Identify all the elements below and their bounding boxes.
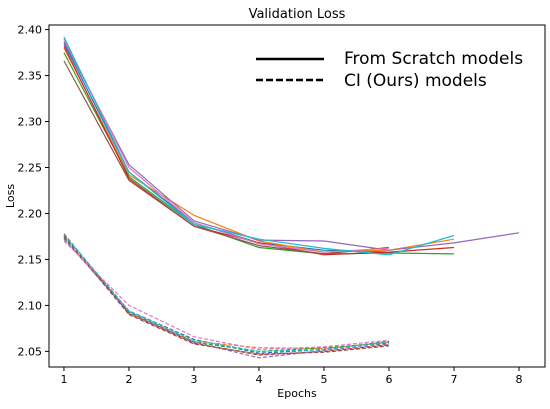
x-tick-label: 2 [125, 373, 132, 386]
series-line-dashed-14 [63, 240, 390, 351]
x-tick-label: 7 [450, 373, 457, 386]
x-tick-label: 5 [320, 373, 327, 386]
y-tick-label: 2.05 [18, 345, 43, 358]
y-tick-label: 2.15 [18, 253, 43, 266]
series-line-solid-2 [63, 52, 455, 255]
chart-title: Validation Loss [249, 7, 346, 22]
x-tick-label: 3 [190, 373, 197, 386]
x-tick-label: 6 [385, 373, 392, 386]
series-line-dashed-12 [63, 238, 390, 359]
series-line-solid-6 [63, 38, 390, 253]
x-axis-label: Epochs [277, 387, 317, 400]
series-line-solid-3 [63, 45, 455, 256]
plot-frame [48, 24, 546, 368]
series-layer [63, 36, 520, 359]
legend: From Scratch models CI (Ours) models [256, 49, 523, 91]
y-tick-label: 2.40 [18, 24, 43, 37]
x-tick-label: 1 [60, 373, 67, 386]
series-line-solid-7 [63, 36, 455, 256]
x-tick-label: 4 [255, 373, 262, 386]
y-tick-label: 2.35 [18, 70, 43, 83]
y-axis-label: Loss [4, 184, 17, 208]
series-line-dashed-15 [63, 234, 390, 352]
series-line-dashed-13 [63, 236, 390, 355]
series-line-solid-0 [63, 43, 390, 253]
legend-label-ci-ours: CI (Ours) models [344, 71, 487, 91]
legend-label-from-scratch: From Scratch models [344, 49, 523, 69]
series-line-dashed-10 [63, 237, 390, 352]
series-line-solid-4 [63, 41, 520, 251]
y-tick-label: 2.10 [18, 299, 43, 312]
y-tick-label: 2.20 [18, 207, 43, 220]
ticks-layer: 1 2 3 4 5 6 7 8 2.05 2.10 2.15 2.20 2.25 2.30 2.35 2.40 [18, 24, 523, 386]
series-line-solid-5 [63, 60, 390, 255]
y-tick-label: 2.30 [18, 116, 43, 129]
y-tick-label: 2.25 [18, 162, 43, 175]
x-tick-label: 8 [515, 373, 522, 386]
